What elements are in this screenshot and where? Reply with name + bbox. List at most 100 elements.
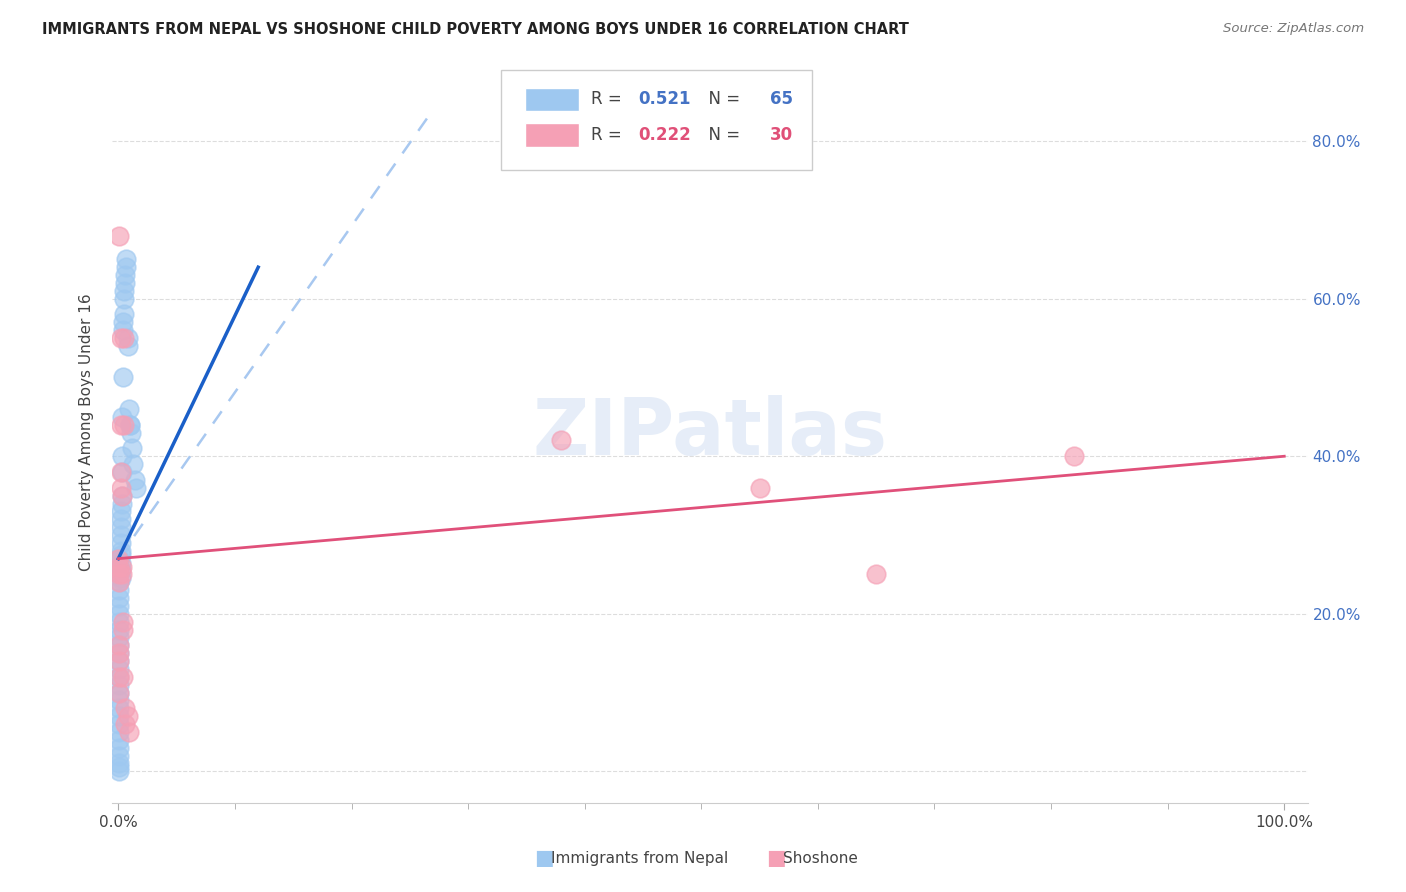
Point [111,449,134,463]
Point [108,575,131,590]
Text: Shoshone: Shoshone [783,851,858,865]
Point [110,543,132,558]
Point [118,417,141,432]
Point [111,623,134,637]
Point [108,662,131,676]
Point [111,323,134,337]
Point [108,701,131,715]
Point [108,623,131,637]
Text: ZIPatlas: ZIPatlas [533,394,887,471]
Point [115,260,138,275]
Point [112,308,135,322]
Point [117,339,139,353]
FancyBboxPatch shape [524,123,579,147]
Text: IMMIGRANTS FROM NEPAL VS SHOSHONE CHILD POVERTY AMONG BOYS UNDER 16 CORRELATION : IMMIGRANTS FROM NEPAL VS SHOSHONE CHILD … [42,22,910,37]
Text: N =: N = [699,126,745,144]
Text: 65: 65 [770,90,793,109]
Point [108,591,131,605]
Point [111,567,134,582]
Point [114,276,136,290]
Point [108,567,131,582]
Point [110,528,132,542]
Text: Source: ZipAtlas.com: Source: ZipAtlas.com [1223,22,1364,36]
Point [108,764,131,779]
Point [111,559,134,574]
Point [108,732,131,747]
Point [108,685,131,699]
Point [120,425,142,440]
Point [111,370,134,384]
Point [117,331,139,345]
Point [108,228,131,243]
Text: ■: ■ [534,848,554,868]
Point [110,512,132,526]
Point [110,465,132,479]
Point [550,434,572,448]
Point [108,551,131,566]
Point [117,709,139,723]
Point [108,670,131,684]
Point [108,740,131,755]
Point [111,409,134,424]
Point [108,678,131,692]
Point [108,631,131,645]
Point [114,701,136,715]
FancyBboxPatch shape [524,87,579,112]
Point [112,284,135,298]
Point [111,489,134,503]
Point [114,268,136,282]
Point [122,457,145,471]
Point [108,638,131,652]
Point [108,654,131,668]
Point [112,292,135,306]
Point [748,481,770,495]
Point [118,402,141,417]
Point [108,638,131,652]
Point [111,496,134,510]
Point [118,417,141,432]
Point [108,607,131,621]
Point [110,417,132,432]
Point [108,725,131,739]
Point [108,575,131,590]
Point [111,670,134,684]
Point [108,693,131,707]
Point [111,315,134,329]
Text: ■: ■ [766,848,786,868]
Point [110,331,132,345]
Point [108,646,131,660]
Point [108,760,131,774]
Point [108,615,131,629]
Point [114,717,136,731]
Text: 0.222: 0.222 [638,126,692,144]
Point [108,599,131,613]
Point [108,559,131,574]
Point [110,556,132,570]
Text: N =: N = [699,90,745,109]
Point [112,331,135,345]
Point [111,489,134,503]
Point [118,725,141,739]
Point [865,567,887,582]
FancyBboxPatch shape [501,70,811,169]
Point [108,709,131,723]
Point [108,756,131,771]
Point [110,481,132,495]
Point [108,748,131,763]
Point [112,417,135,432]
Text: 0.521: 0.521 [638,90,690,109]
Point [121,442,143,456]
Text: R =: R = [591,90,627,109]
Point [110,548,132,562]
Point [111,465,134,479]
Y-axis label: Child Poverty Among Boys Under 16: Child Poverty Among Boys Under 16 [79,293,94,572]
Text: Immigrants from Nepal: Immigrants from Nepal [551,851,728,865]
Point [110,564,132,578]
Point [110,504,132,518]
Point [108,646,131,660]
Point [125,481,148,495]
Point [108,567,131,582]
Point [108,654,131,668]
Point [107,551,129,566]
Point [115,252,138,267]
